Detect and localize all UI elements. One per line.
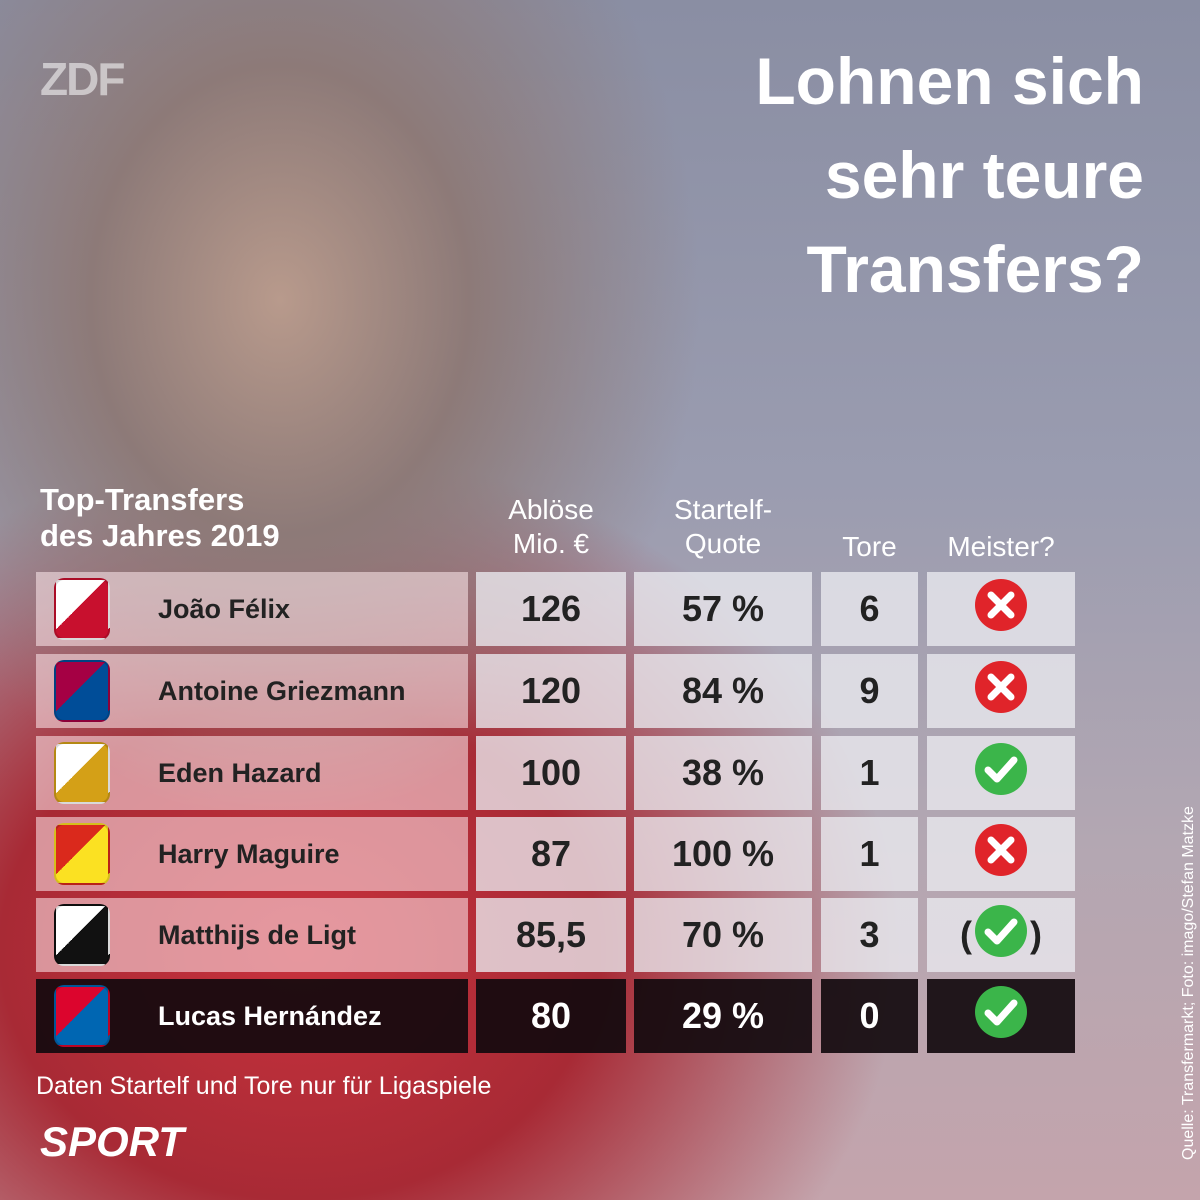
cell-goals: 6 (821, 572, 918, 646)
meister-icon (974, 578, 1028, 641)
paren: ( (960, 914, 972, 955)
player-name: João Félix (36, 572, 468, 646)
footnote: Daten Startelf und Tore nur für Ligaspie… (36, 1072, 492, 1100)
column-header: Tore (821, 530, 918, 564)
cell-quote: 29 % (634, 979, 812, 1053)
meister-cell (927, 979, 1075, 1053)
cell-quote: 84 % (634, 654, 812, 728)
caption-line: Top-Transfers (40, 482, 245, 517)
meister-cell: () (927, 898, 1075, 972)
header-line: Mio. € (512, 528, 590, 559)
cell-fee: 100 (476, 736, 626, 810)
cell-goals: 1 (821, 736, 918, 810)
cell-fee: 85,5 (476, 898, 626, 972)
club-badge (54, 823, 110, 885)
cell-quote: 38 % (634, 736, 812, 810)
meister-icon (974, 742, 1028, 805)
player-name: Matthijs de Ligt (36, 898, 468, 972)
club-badge (54, 904, 110, 966)
brand: SPORT (40, 1118, 184, 1165)
cell-goals: 3 (821, 898, 918, 972)
cell-quote: 57 % (634, 572, 812, 646)
meister-cell (927, 736, 1075, 810)
header-line: Tore (842, 531, 897, 562)
title: Lohnen sich sehr teure Transfers? (755, 34, 1144, 316)
paren: ) (1030, 914, 1042, 955)
cell-goals: 1 (821, 817, 918, 891)
table-caption: Top-Transfers des Jahres 2019 (40, 482, 280, 554)
cell-fee: 80 (476, 979, 626, 1053)
header-line: Quote (684, 528, 762, 559)
player-name: Antoine Griezmann (36, 654, 468, 728)
club-badge (54, 660, 110, 722)
meister-icon (974, 823, 1028, 886)
player-name: Harry Maguire (36, 817, 468, 891)
credit: Quelle: Transfermarkt; Foto: imago/Stefa… (1180, 806, 1197, 1160)
logo: ZDF (40, 53, 125, 105)
cell-quote: 70 % (634, 898, 812, 972)
title-line: Lohnen sich (755, 44, 1144, 118)
club-badge (54, 985, 110, 1047)
meister-icon (974, 985, 1028, 1048)
player-name: Lucas Hernández (36, 979, 468, 1053)
column-header: Ablöse Mio. € (476, 493, 626, 561)
cell-fee: 87 (476, 817, 626, 891)
column-header: Meister? (927, 530, 1075, 564)
title-line: Transfers? (806, 232, 1144, 306)
cell-goals: 0 (821, 979, 918, 1053)
header-line: Ablöse (508, 494, 594, 525)
title-line: sehr teure (824, 138, 1144, 212)
cell-goals: 9 (821, 654, 918, 728)
cell-fee: 120 (476, 654, 626, 728)
column-header: Startelf- Quote (634, 493, 812, 561)
meister-icon (974, 660, 1028, 723)
cell-fee: 126 (476, 572, 626, 646)
meister-cell (927, 817, 1075, 891)
player-name: Eden Hazard (36, 736, 468, 810)
club-badge (54, 742, 110, 804)
cell-quote: 100 % (634, 817, 812, 891)
meister-icon (974, 904, 1028, 967)
header-line: Startelf- (673, 494, 773, 525)
caption-line: des Jahres 2019 (40, 518, 280, 553)
meister-cell (927, 654, 1075, 728)
header-line: Meister? (947, 531, 1055, 562)
meister-cell (927, 572, 1075, 646)
club-badge (54, 578, 110, 640)
